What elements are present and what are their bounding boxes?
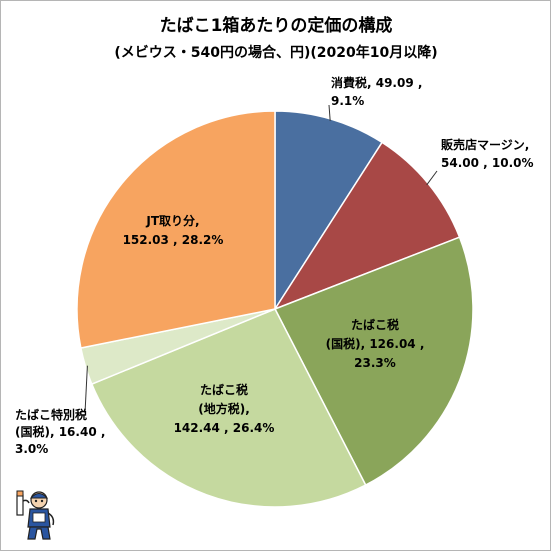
data-label-line: たばこ税 <box>200 382 248 397</box>
leader-line <box>328 104 331 121</box>
pie-slice-jt-share <box>76 110 276 349</box>
data-label-line: 152.03 , 28.2% <box>123 233 224 247</box>
data-label-line: (国税), 16.40 , <box>15 424 105 439</box>
slices-group <box>76 110 474 508</box>
data-label-consumption-tax: 消費税, 49.09 , 9.1% <box>331 75 422 108</box>
data-label-line: 142.44 , 26.4% <box>174 421 275 435</box>
leader-line <box>426 170 438 186</box>
mascot-icon <box>16 490 55 540</box>
pie-slice-national-tobacco-tax <box>273 236 474 487</box>
data-label-special-tobacco-tax: たばこ特別税 (国税), 16.40 , 3.0% <box>15 407 105 456</box>
chart-title: たばこ1箱あたりの定価の構成 <box>160 15 393 36</box>
data-label-local-tobacco-tax: たばこ税 (地方税), 142.44 , 26.4% <box>174 382 275 435</box>
pie-slice-consumption-tax <box>274 110 384 312</box>
data-label-jt-share: JT取り分, 152.03 , 28.2% <box>123 213 224 247</box>
data-label-line: 54.00 , 10.0% <box>441 156 534 170</box>
data-label-line: JT取り分, <box>145 213 199 228</box>
data-label-national-tobacco-tax: たばこ税 (国税), 126.04 , 23.3% <box>326 317 425 370</box>
data-label-line: 3.0% <box>15 442 48 456</box>
data-label-line: 23.3% <box>354 356 396 370</box>
data-label-line: たばこ税 <box>351 317 399 332</box>
data-label-line: 販売店マージン, <box>441 137 529 152</box>
chart-subtitle: (メビウス・540円の場合、円)(2020年10月以降) <box>114 44 437 61</box>
pie-slice-local-tobacco-tax <box>90 308 367 508</box>
data-label-line: (地方税), <box>198 401 250 416</box>
data-label-line: (国税), 126.04 , <box>326 336 425 351</box>
leader-line <box>84 365 88 414</box>
pie-slice-retail-margin <box>273 141 461 311</box>
data-labels-group: 消費税, 49.09 , 9.1% 販売店マージン, 54.00 , 10.0% たばこ… <box>15 75 534 456</box>
data-label-line: たばこ特別税 <box>15 407 87 422</box>
data-label-line: 9.1% <box>331 94 364 108</box>
data-label-line: 消費税, 49.09 , <box>331 75 422 90</box>
leader-lines-group <box>84 104 438 414</box>
data-label-retail-margin: 販売店マージン, 54.00 , 10.0% <box>441 137 534 170</box>
